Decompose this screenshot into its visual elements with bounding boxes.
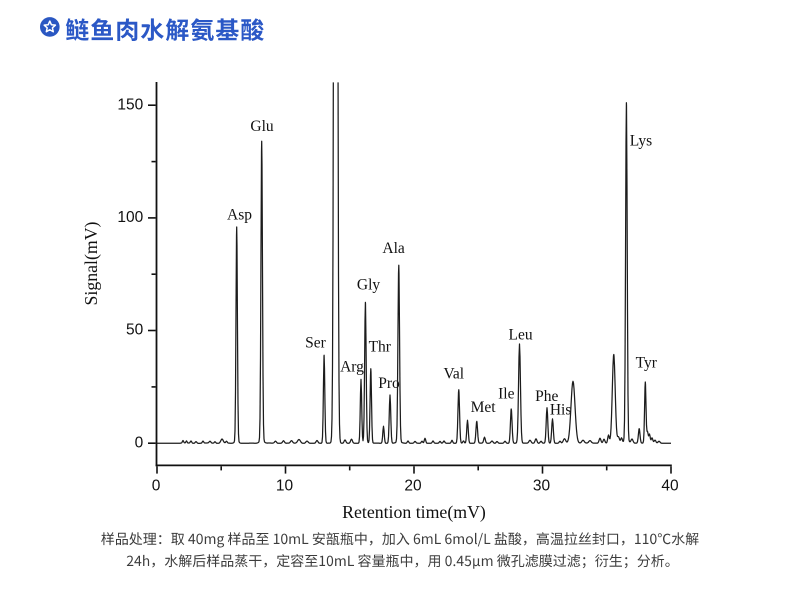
svg-text:Val: Val <box>443 365 464 382</box>
svg-text:50: 50 <box>126 322 144 339</box>
svg-text:Ile: Ile <box>498 385 514 402</box>
svg-text:0: 0 <box>152 478 161 495</box>
svg-text:Phe: Phe <box>535 388 558 405</box>
svg-text:His: His <box>550 402 572 419</box>
svg-text:30: 30 <box>533 478 551 495</box>
svg-text:Arg: Arg <box>340 359 364 376</box>
svg-text:Leu: Leu <box>509 327 533 344</box>
svg-text:40: 40 <box>661 478 679 495</box>
svg-text:Lys: Lys <box>630 133 652 150</box>
svg-text:Ser: Ser <box>305 335 327 352</box>
svg-text:Pro: Pro <box>378 375 400 392</box>
svg-text:Signal(mV): Signal(mV) <box>81 221 102 305</box>
svg-text:100: 100 <box>117 209 143 226</box>
svg-text:Ala: Ala <box>382 240 405 257</box>
svg-text:Retention time(mV): Retention time(mV) <box>342 502 486 523</box>
svg-text:Glu: Glu <box>250 118 274 135</box>
svg-text:Met: Met <box>471 399 497 416</box>
svg-text:10: 10 <box>276 478 294 495</box>
svg-text:Thr: Thr <box>369 339 392 356</box>
svg-text:0: 0 <box>135 434 144 451</box>
svg-text:Tyr: Tyr <box>636 355 658 372</box>
svg-text:20: 20 <box>404 478 422 495</box>
svg-text:Asp: Asp <box>227 207 252 224</box>
svg-text:Gly: Gly <box>357 277 381 294</box>
svg-text:150: 150 <box>117 96 143 113</box>
